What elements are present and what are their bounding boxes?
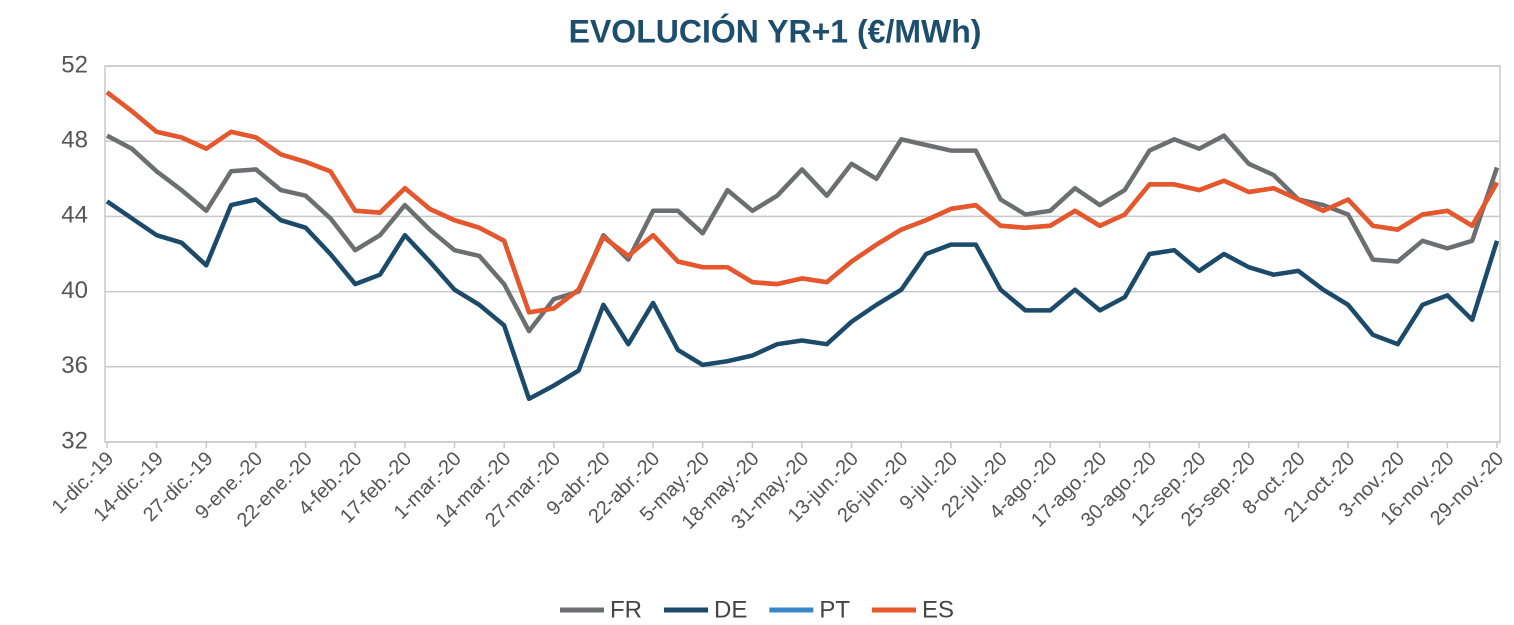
legend-label: DE (714, 596, 747, 623)
y-tick-label: 32 (61, 427, 88, 454)
y-tick-label: 40 (61, 277, 88, 304)
y-tick-label: 44 (61, 202, 88, 229)
y-tick-label: 52 (61, 51, 88, 78)
legend-label: FR (610, 596, 642, 623)
chart-title: EVOLUCIÓN YR+1 (€/MWh) (569, 13, 982, 49)
legend-label: PT (819, 596, 850, 623)
series-line (105, 197, 1500, 402)
y-tick-label: 48 (61, 127, 88, 154)
series-line (105, 90, 1499, 315)
plot-frame (104, 65, 1501, 443)
y-tick-label: 36 (61, 352, 88, 379)
series-line (105, 133, 1500, 334)
legend-label: ES (922, 596, 954, 623)
